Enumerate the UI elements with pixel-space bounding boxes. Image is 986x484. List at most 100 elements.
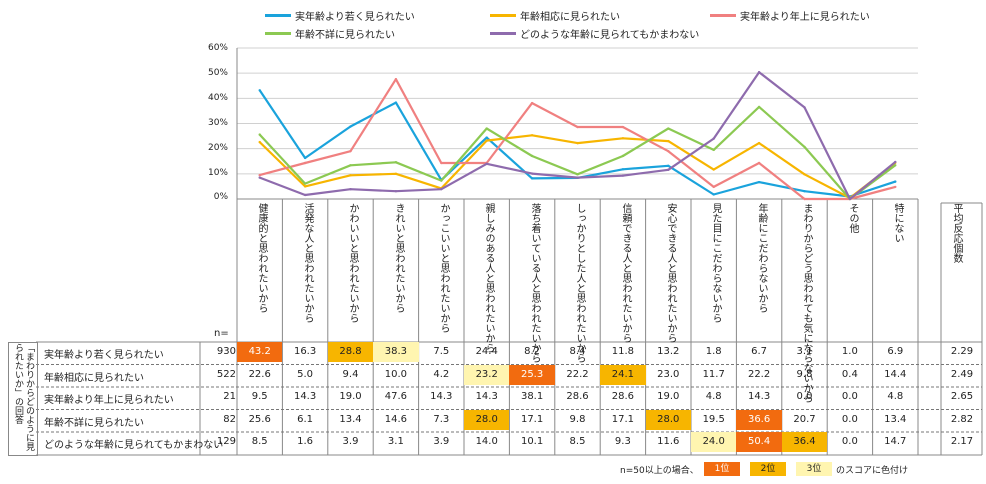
table-cell: 14.3 <box>747 391 771 402</box>
row-label: 実年齢より若く見られたい <box>44 350 164 361</box>
data-point <box>576 141 579 145</box>
y-tick-label: 20% <box>207 143 228 153</box>
row-n: 930 <box>216 346 236 357</box>
data-point <box>621 168 625 171</box>
table-cell: 9.3 <box>614 436 631 447</box>
table-cell: 28.6 <box>611 391 635 402</box>
table-cell: 22.2 <box>566 369 589 380</box>
legend-swatch <box>265 32 291 35</box>
data-point <box>712 137 715 140</box>
data-point <box>530 134 534 137</box>
legend-item-younger: 実年齢より若く見られたい <box>265 8 415 23</box>
legend-label: どのような年齢に見られてもかまわない <box>520 30 700 41</box>
table-cell: 19.5 <box>702 414 725 425</box>
data-point <box>757 105 761 109</box>
data-point <box>712 193 715 196</box>
data-point <box>621 125 625 129</box>
table-cell: 3.1 <box>387 436 404 447</box>
data-point <box>667 168 670 172</box>
table-cell: 13.2 <box>657 346 680 357</box>
table-cell: 24.4 <box>475 346 498 357</box>
table-cell: 8.4 <box>569 346 586 357</box>
table-cell: 3.1 <box>796 346 813 357</box>
legend-swatch <box>265 14 291 17</box>
column-header: まわりからどう思われても気にならないから <box>801 203 812 403</box>
avg-cell: 2.82 <box>950 414 974 425</box>
data-point <box>349 125 352 128</box>
table-cell: 9.8 <box>796 369 813 380</box>
table-cell: 14.6 <box>384 414 408 425</box>
table-cell: 36.4 <box>781 432 828 452</box>
data-point <box>440 187 443 191</box>
data-point <box>576 173 579 176</box>
legend-item-older: 実年齢より年上に見られたい <box>710 8 870 23</box>
column-header: かっこいいと思われたいから <box>438 203 449 333</box>
legend-item-any-age: どのような年齢に見られてもかまわない <box>490 26 699 41</box>
data-point <box>803 106 806 109</box>
data-point <box>303 161 307 165</box>
data-point <box>258 140 261 144</box>
data-point <box>485 139 488 142</box>
table-cell: 14.3 <box>293 391 317 402</box>
data-point <box>894 185 897 189</box>
series-line <box>259 71 896 201</box>
column-header: かわいいと思われたいから <box>347 203 358 323</box>
data-point <box>894 164 897 167</box>
table-cell: 11.8 <box>611 346 635 357</box>
data-point <box>530 154 534 158</box>
data-point <box>440 179 443 182</box>
table-cell: 9.4 <box>342 369 359 380</box>
table-cell: 14.3 <box>430 391 453 402</box>
data-point <box>303 182 307 185</box>
column-header: 年齢にこだわらないから <box>756 203 767 313</box>
legend-label: 年齢相応に見られたい <box>520 12 620 23</box>
legend-swatch <box>490 32 516 35</box>
column-header: 信頼できる人と思われたいから <box>620 203 631 343</box>
series-line <box>259 78 896 201</box>
row-group-label: 「まわりからどのように見られたいか」の回答 <box>8 342 38 456</box>
y-tick-label: 30% <box>207 118 228 128</box>
legend-label: 年齢不詳に見られたい <box>295 30 395 41</box>
data-point <box>803 173 806 176</box>
data-point <box>621 174 625 177</box>
data-point <box>667 164 670 167</box>
table-cell: 4.8 <box>887 391 904 402</box>
data-point <box>258 133 261 136</box>
table-cell: 8.5 <box>251 436 268 447</box>
data-point <box>485 136 488 139</box>
table-cell: 23.2 <box>464 365 510 385</box>
legend-item-age-appropriate: 年齢相応に見られたい <box>490 8 620 23</box>
column-header: 活発な人と思われたいから <box>302 203 313 323</box>
data-point <box>394 161 398 164</box>
table-cell: 11.6 <box>657 436 680 447</box>
y-tick-label: 50% <box>207 68 228 78</box>
data-point <box>530 172 534 175</box>
data-point <box>894 160 897 164</box>
data-point <box>394 78 398 81</box>
table-cell: 6.9 <box>887 346 904 357</box>
table-cell: 28.8 <box>327 342 374 362</box>
table-cell: 9.8 <box>569 414 586 425</box>
table-cell: 24.1 <box>600 365 646 385</box>
column-header: 健康的と思われたいから <box>256 203 267 313</box>
data-point <box>757 141 761 145</box>
table-cell: 43.2 <box>237 342 283 362</box>
table-cell: 28.0 <box>645 410 691 430</box>
table-cell: 47.6 <box>384 391 408 402</box>
table-cell: 0.0 <box>796 391 813 402</box>
table-cell: 14.7 <box>884 436 907 447</box>
column-header: 親しみのある人と思われたいから <box>483 203 494 353</box>
avg-cell: 2.29 <box>950 346 974 357</box>
data-point <box>757 161 761 165</box>
data-point <box>303 185 307 188</box>
data-point <box>894 180 897 183</box>
data-point <box>712 168 715 171</box>
table-cell: 11.7 <box>702 369 725 380</box>
data-point <box>712 185 715 189</box>
data-point <box>303 193 307 197</box>
row-label: 年齢相応に見られたい <box>44 373 144 384</box>
data-point <box>349 149 352 153</box>
data-point <box>258 89 261 92</box>
data-point <box>848 197 852 201</box>
table-cell: 8.2 <box>524 346 541 357</box>
